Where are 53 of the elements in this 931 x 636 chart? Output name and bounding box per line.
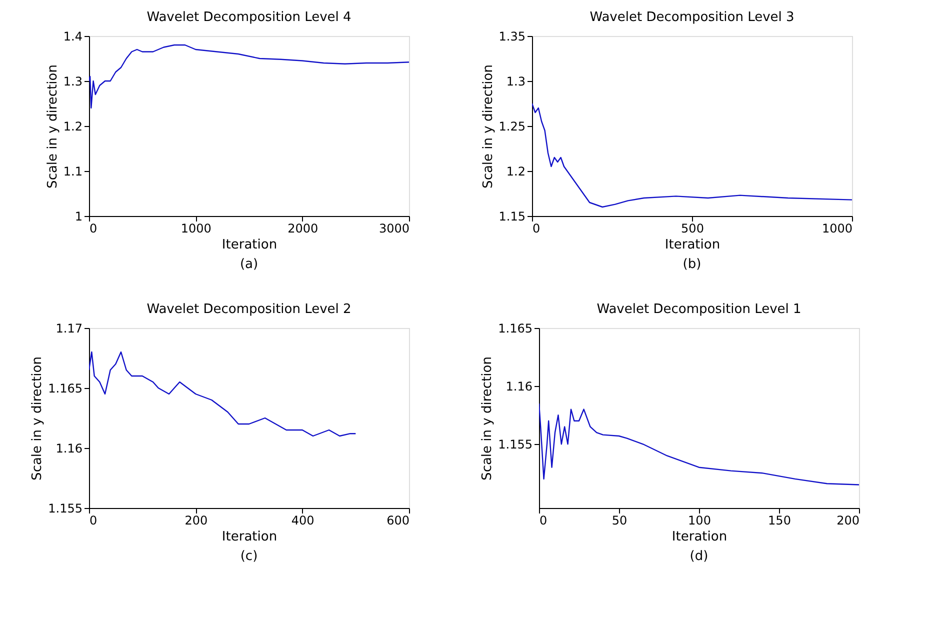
y-axis-title: Scale in y direction: [480, 64, 496, 188]
text: (b): [682, 257, 702, 272]
x-tick-label: 1000: [822, 222, 852, 236]
text: (a): [240, 257, 258, 272]
y-axis-title: Scale in y direction: [45, 64, 60, 188]
x-tick-label: 0: [90, 514, 98, 528]
y-tick-label: 1.2: [63, 120, 82, 134]
y-tick-label: 1.35: [498, 30, 526, 44]
chart-title: Wavelet Decomposition Level 2: [146, 302, 352, 317]
x-tick-label: 1000: [180, 222, 212, 236]
x-tick-label: 200: [184, 514, 208, 528]
y-tick-label: 1.4: [63, 30, 82, 44]
line-series: [539, 402, 859, 486]
line-series: [89, 351, 356, 437]
x-tick-label: 600: [386, 514, 410, 528]
line-series: [89, 44, 409, 109]
y-tick-label: 1.3: [63, 74, 82, 88]
y-tick-label: 1.2: [506, 164, 526, 178]
y-tick-label: 1.17: [56, 322, 82, 336]
x-tick-label: 50: [612, 514, 628, 528]
x-tick-label: 500: [681, 222, 704, 236]
line-series: [532, 102, 852, 208]
chart-title: Wavelet Decomposition Level 1: [596, 302, 802, 317]
y-tick-label: 1.16: [506, 380, 532, 394]
y-tick-label: 1.3: [506, 74, 526, 88]
y-tick-label: 1.165: [48, 382, 82, 396]
text: (d): [690, 549, 708, 564]
x-tick-label: 0: [540, 514, 548, 528]
y-axis-title: Scale in y direction: [30, 356, 46, 480]
x-tick-label: 0: [532, 222, 540, 236]
text: (c): [240, 549, 258, 564]
y-axis-title: Scale in y direction: [480, 356, 496, 480]
x-tick-label: 0: [90, 222, 98, 236]
x-tick-label: 3000: [378, 222, 410, 236]
x-axis-title: Iteration: [664, 238, 720, 252]
y-tick-label: 1.155: [498, 438, 532, 452]
x-axis-title: Iteration: [222, 238, 278, 252]
y-tick-label: 1.15: [498, 210, 526, 224]
x-tick-label: 2000: [288, 222, 318, 236]
y-tick-label: 1: [74, 210, 82, 224]
x-tick-label: 150: [768, 514, 791, 528]
y-tick-label: 1.16: [56, 442, 82, 456]
x-tick-label: 100: [688, 514, 711, 528]
y-tick-label: 1.155: [48, 502, 82, 516]
x-axis-title: Iteration: [672, 530, 728, 544]
chart-title: Wavelet Decomposition Level 4: [146, 10, 352, 25]
chart-title: Wavelet Decomposition Level 3: [590, 10, 794, 25]
y-tick-label: 1.25: [498, 120, 526, 134]
x-tick-label: 200: [836, 514, 860, 528]
y-tick-label: 1.165: [498, 322, 532, 336]
x-tick-label: 400: [291, 514, 314, 528]
x-axis-title: Iteration: [222, 530, 278, 544]
y-tick-label: 1.1: [63, 164, 82, 178]
